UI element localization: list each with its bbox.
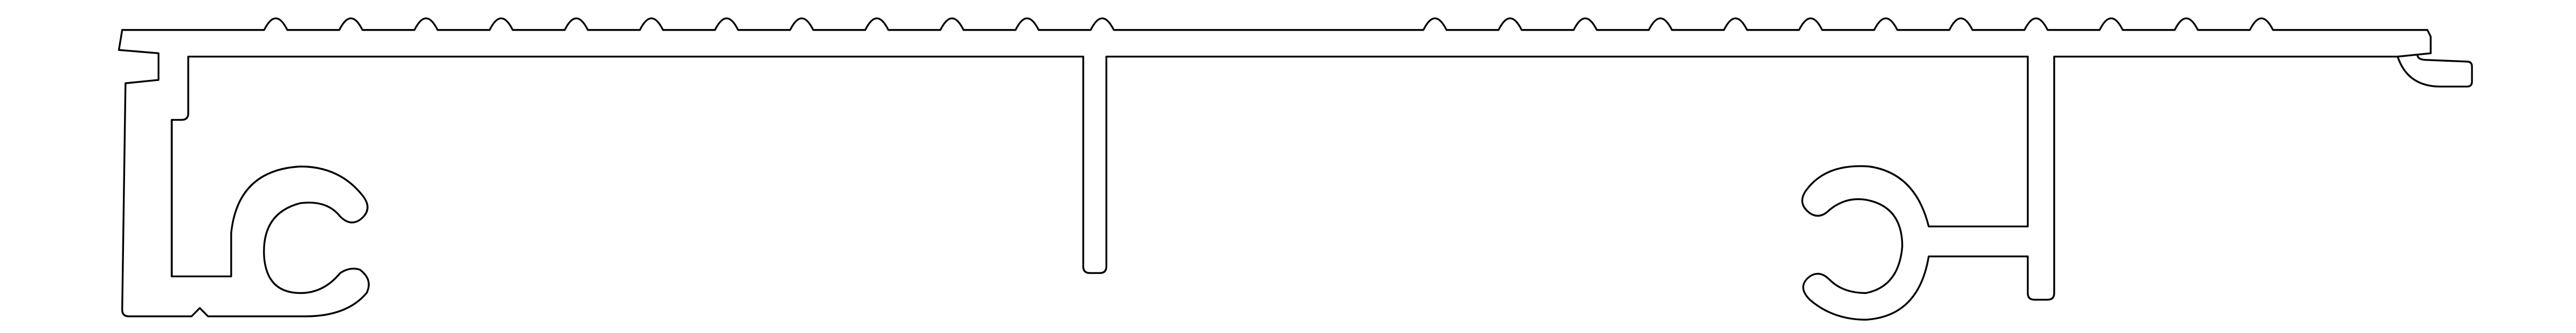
left-end-profile <box>118 29 1085 317</box>
right-end-hook <box>2397 52 2473 88</box>
profile-outline-group <box>118 17 2473 321</box>
top-ridged-edge <box>121 17 2432 55</box>
right-clip-chamber <box>1801 55 2399 321</box>
center-web <box>1082 55 2029 274</box>
